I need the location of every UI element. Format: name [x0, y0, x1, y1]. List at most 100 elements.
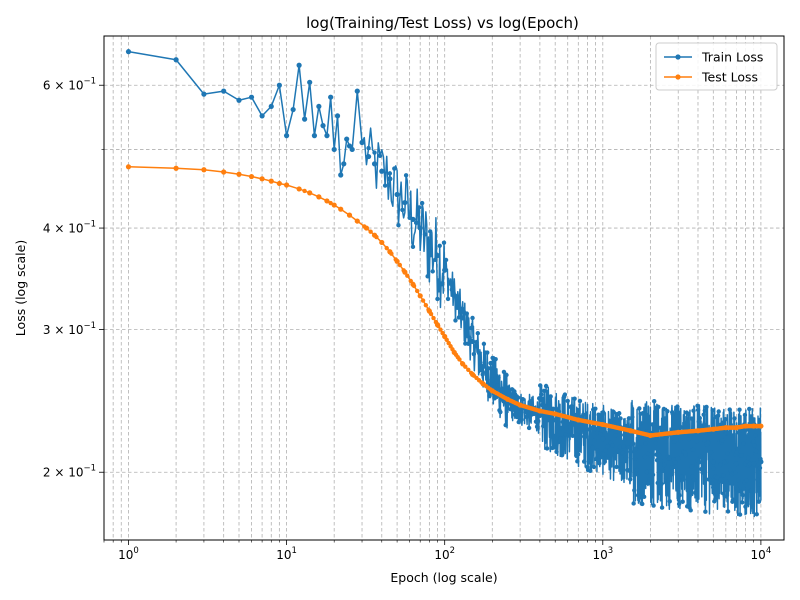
marker-test-loss: [126, 164, 131, 169]
marker-train-loss: [757, 465, 763, 471]
marker-train-loss: [710, 485, 716, 490]
data-point-train-loss: [387, 176, 393, 182]
marker-train-loss: [478, 360, 483, 365]
marker-train-loss: [689, 416, 695, 421]
marker-train-loss: [504, 372, 509, 378]
marker-train-loss: [713, 495, 719, 500]
marker-train-loss: [662, 416, 668, 421]
marker-train-loss: [669, 465, 674, 470]
marker-test-loss: [442, 334, 447, 339]
marker-train-loss: [542, 403, 548, 408]
marker-train-loss: [581, 459, 587, 464]
marker-train-loss: [740, 500, 745, 505]
marker-train-loss: [467, 335, 472, 341]
marker-train-loss: [498, 409, 503, 415]
marker-train-loss: [453, 318, 458, 323]
marker-train-loss: [743, 427, 749, 433]
marker-train-loss: [701, 412, 706, 417]
marker-train-loss: [505, 385, 511, 390]
marker-train-loss: [638, 421, 644, 426]
marker-train-loss: [712, 499, 717, 504]
marker-train-loss: [748, 414, 754, 419]
marker-train-loss: [447, 281, 453, 286]
marker-train-loss: [632, 488, 637, 493]
marker-train-loss: [707, 431, 712, 436]
data-point-train-loss: [371, 161, 378, 167]
marker-train-loss: [519, 417, 524, 422]
marker-train-loss: [359, 140, 365, 145]
marker-train-loss: [676, 501, 682, 507]
marker-test-loss: [444, 337, 449, 343]
legend-label-test-loss: Test Loss: [701, 70, 758, 85]
marker-train-loss: [548, 394, 553, 399]
marker-train-loss: [591, 464, 597, 470]
marker-train-loss: [536, 396, 542, 401]
data-point-train-loss: [751, 460, 757, 467]
marker-train-loss: [508, 406, 513, 412]
marker-train-loss: [737, 407, 742, 412]
data-point-test-loss: [248, 173, 255, 180]
marker-train-loss: [696, 419, 701, 424]
marker-train-loss: [633, 446, 638, 452]
y-tick-label: 2 × 10−1: [43, 464, 96, 480]
marker-train-loss: [711, 466, 716, 471]
marker-train-loss: [221, 88, 226, 94]
marker-train-loss: [542, 388, 547, 393]
marker-train-loss: [487, 393, 492, 399]
data-point-test-loss: [324, 198, 330, 204]
marker-train-loss: [486, 366, 491, 371]
marker-train-loss: [512, 389, 517, 394]
marker-train-loss: [686, 411, 691, 417]
marker-train-loss: [468, 325, 474, 331]
marker-train-loss: [634, 472, 639, 477]
marker-train-loss: [480, 372, 485, 377]
marker-train-loss: [665, 409, 670, 414]
marker-train-loss: [437, 243, 442, 249]
marker-train-loss: [678, 424, 684, 430]
marker-train-loss: [449, 287, 455, 292]
marker-train-loss: [698, 454, 704, 460]
marker-test-loss: [362, 224, 367, 229]
marker-train-loss: [649, 483, 655, 488]
marker-train-loss: [474, 339, 479, 345]
marker-train-loss: [725, 509, 731, 514]
marker-train-loss: [571, 422, 576, 427]
marker-train-loss: [479, 367, 484, 373]
marker-train-loss: [752, 443, 757, 448]
marker-train-loss: [710, 408, 715, 413]
marker-train-loss: [559, 425, 564, 431]
marker-train-loss: [745, 501, 750, 507]
marker-test-loss: [428, 311, 434, 317]
marker-train-loss: [532, 411, 538, 416]
marker-train-loss: [610, 443, 615, 448]
marker-train-loss: [595, 448, 600, 453]
data-point-train-loss: [379, 168, 385, 174]
marker-train-loss: [481, 341, 487, 347]
marker-train-loss: [671, 439, 677, 445]
marker-train-loss: [597, 460, 602, 466]
marker-train-loss: [745, 455, 751, 461]
data-point-train-loss: [331, 146, 337, 153]
marker-train-loss: [722, 494, 727, 499]
marker-train-loss: [473, 343, 478, 349]
marker-train-loss: [732, 470, 738, 475]
marker-train-loss: [659, 505, 665, 510]
marker-train-loss: [648, 469, 653, 474]
marker-train-loss: [722, 459, 727, 465]
marker-train-loss: [445, 296, 451, 302]
marker-train-loss: [697, 415, 702, 421]
marker-train-loss: [466, 341, 471, 346]
marker-train-loss: [593, 406, 598, 411]
marker-test-loss: [316, 194, 322, 200]
data-point-train-loss: [469, 338, 476, 344]
marker-train-loss: [730, 497, 736, 502]
marker-train-loss: [656, 404, 661, 410]
marker-test-loss: [389, 251, 394, 256]
marker-train-loss: [671, 456, 676, 462]
marker-train-loss: [618, 416, 623, 421]
marker-train-loss: [658, 425, 663, 431]
marker-train-loss: [640, 411, 646, 416]
data-point-train-loss: [290, 106, 296, 113]
marker-train-loss: [499, 386, 505, 392]
data-point-train-loss: [600, 436, 606, 442]
